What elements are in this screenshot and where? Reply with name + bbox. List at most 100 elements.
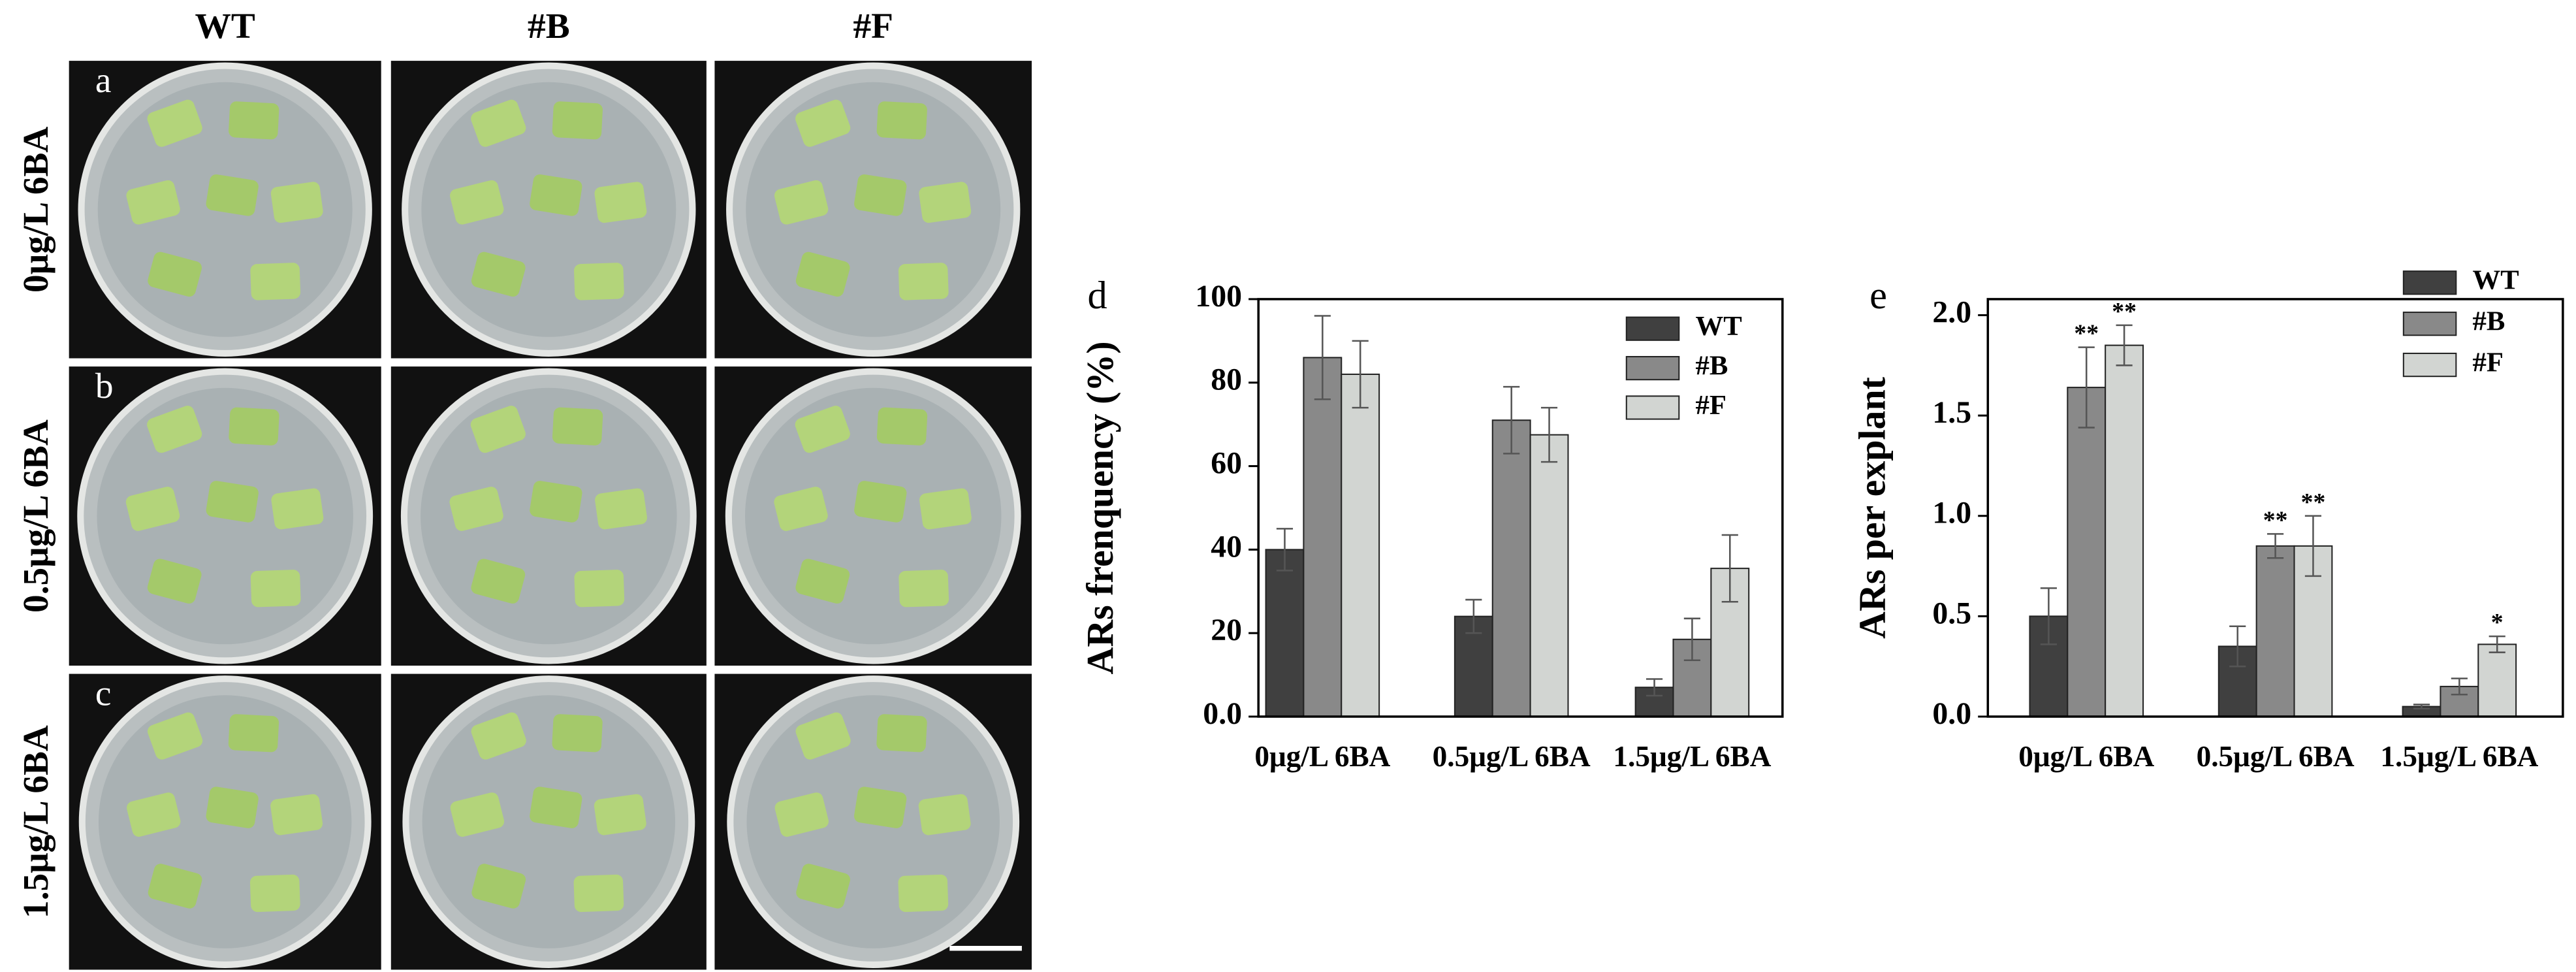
y-tick-label: 40	[1211, 529, 1242, 564]
bar	[1529, 434, 1569, 718]
significance: **	[2263, 506, 2288, 534]
leaf	[530, 786, 582, 828]
leaf	[126, 180, 180, 225]
y-tick-label: 20	[1211, 613, 1242, 647]
leaf	[594, 182, 647, 223]
leaf	[854, 174, 907, 216]
panel-letter: b	[95, 366, 114, 406]
y-axis-label: ARs frenquency (%)	[1079, 341, 1121, 674]
leaf	[147, 559, 202, 604]
leaf	[449, 487, 503, 531]
leaf	[795, 406, 850, 453]
plot-frame	[1257, 298, 1784, 718]
leaf	[270, 794, 323, 835]
error-bar	[2267, 533, 2284, 559]
error-bar	[2116, 324, 2133, 366]
y-axis-label: ARs per explant	[1851, 376, 1893, 638]
bar	[2255, 545, 2295, 718]
error-bar	[2451, 677, 2468, 696]
error-bar	[2229, 625, 2246, 668]
leaf	[876, 407, 928, 446]
error-bar	[2040, 587, 2057, 645]
leaf	[898, 874, 949, 913]
error-bar	[2413, 704, 2430, 709]
error-bar	[1721, 534, 1738, 603]
leaf	[125, 487, 180, 531]
x-tick-label: 0.5μg/L 6BA	[2197, 740, 2355, 773]
leaf	[552, 714, 603, 753]
y-tick-label: 0.0	[1932, 696, 1971, 731]
error-bar	[1352, 340, 1369, 409]
leaf	[229, 407, 279, 446]
y-tick-label: 0.0	[1203, 696, 1242, 731]
leaf	[450, 180, 504, 225]
leaf	[574, 570, 625, 608]
leaf	[774, 487, 828, 531]
error-bar	[1540, 406, 1558, 463]
leaf	[530, 174, 582, 216]
error-bar	[1465, 598, 1482, 634]
panel-letter: e	[1869, 274, 1887, 317]
leaf	[795, 251, 850, 297]
significance: *	[2491, 609, 2504, 636]
row-label: 0μg/L 6BA	[16, 127, 56, 293]
leaf	[228, 714, 279, 753]
bar	[1491, 419, 1531, 718]
x-tick-label: 0.5μg/L 6BA	[1433, 740, 1591, 773]
error-bar	[2078, 346, 2095, 429]
legend-label: #B	[2472, 306, 2505, 336]
y-tick-label: 100	[1195, 279, 1242, 314]
panel-letter: a	[95, 60, 112, 100]
error-bar	[1503, 385, 1520, 455]
leaf	[471, 559, 526, 604]
bar	[1710, 568, 1750, 718]
leaf	[774, 792, 829, 837]
legend-swatch	[1625, 355, 1680, 381]
leaf	[229, 101, 279, 140]
leaf	[206, 786, 259, 828]
bar	[2067, 387, 2107, 718]
error-bar	[1646, 678, 1663, 697]
bar	[2477, 643, 2517, 718]
legend-label: #F	[1695, 390, 1726, 421]
leaf	[250, 570, 301, 608]
leaf	[471, 864, 526, 909]
x-tick-label: 1.5μg/L 6BA	[1613, 740, 1771, 773]
leaf	[147, 406, 202, 453]
leaf	[595, 488, 647, 530]
leaf	[450, 792, 505, 837]
y-tick-label: 1.5	[1932, 395, 1971, 430]
legend-swatch	[2402, 352, 2457, 378]
y-tick-label: 80	[1211, 363, 1242, 397]
bar	[2105, 344, 2144, 718]
leaf	[250, 263, 301, 300]
y-tick-label: 1.0	[1932, 496, 1971, 530]
legend-swatch	[1625, 395, 1680, 420]
leaf	[470, 406, 526, 453]
leaf	[270, 182, 323, 223]
leaf	[573, 874, 624, 913]
leaf	[471, 99, 526, 147]
column-label: WT	[195, 6, 255, 46]
leaf	[795, 712, 851, 760]
leaf	[918, 794, 971, 835]
leaf	[127, 792, 181, 837]
leaf	[148, 251, 202, 297]
error-bar	[1314, 315, 1331, 400]
significance: **	[2301, 489, 2326, 516]
leaf	[854, 786, 907, 828]
leaf	[147, 712, 203, 760]
leaf	[876, 714, 927, 753]
leaf	[898, 263, 949, 300]
y-tick-label: 60	[1211, 446, 1242, 481]
legend-label: #B	[1695, 350, 1728, 381]
x-tick-label: 0μg/L 6BA	[1254, 740, 1390, 773]
leaf	[206, 174, 259, 216]
column-label: #B	[528, 6, 570, 46]
bar	[1303, 357, 1343, 718]
y-tick-label: 2.0	[1932, 295, 1971, 329]
bar	[1341, 373, 1380, 718]
error-bar	[2489, 635, 2505, 653]
legend-swatch	[2402, 312, 2457, 336]
